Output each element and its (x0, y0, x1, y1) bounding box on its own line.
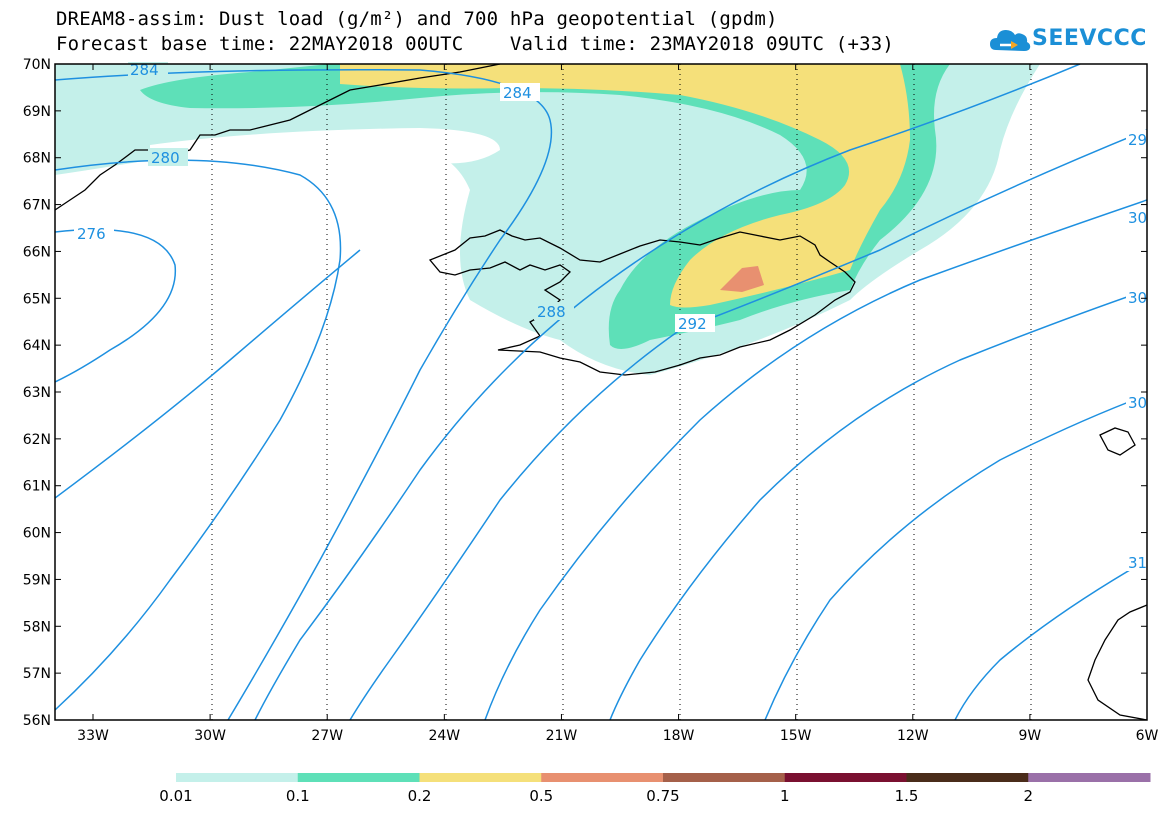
contour-304 (764, 394, 1147, 720)
dust-fields (55, 64, 1040, 375)
contour-276 (55, 228, 177, 383)
legend-swatch (906, 773, 1029, 782)
scotland-coast (1087, 604, 1147, 720)
coastlines (55, 64, 1147, 720)
latitude-label: 68N (23, 151, 51, 167)
latitude-label: 63N (23, 385, 51, 401)
latitude-axis: 70N 69N 68N 67N 66N 65N 64N 63N 62N 61N 60N 59N 58N 5… (23, 57, 1147, 729)
contour-label: 280 (151, 149, 180, 167)
contour-300 (609, 289, 1147, 720)
longitude-label: 30W (194, 728, 226, 744)
legend-swatch (541, 773, 664, 782)
dust-area-yellow (340, 64, 910, 308)
longitude-label: 6W (1136, 728, 1159, 744)
longitude-label: 15W (780, 728, 812, 744)
contour-label: 30 (1128, 394, 1147, 412)
contour-284 (55, 68, 553, 720)
latitude-label: 67N (23, 198, 51, 214)
legend-label: 1.5 (895, 787, 919, 805)
legend-labels: 0.01 0.1 0.2 0.5 0.75 1 1.5 2 (159, 787, 1033, 805)
map-title-line1: DREAM8-assim: Dust load (g/m²) and 700 h… (56, 8, 778, 30)
greenland-coast (55, 64, 501, 211)
contour-296 (484, 199, 1147, 720)
contour-label: 30 (1128, 209, 1147, 227)
dust-area-orange (720, 266, 764, 292)
legend-swatch (663, 773, 786, 782)
legend-label: 1 (780, 787, 790, 805)
longitude-label: 12W (897, 728, 929, 744)
latitude-label: 69N (23, 104, 51, 120)
faroe-coast (1099, 427, 1136, 456)
longitude-label: 18W (663, 728, 695, 744)
iceland-coast (428, 229, 856, 376)
latitude-label: 64N (23, 338, 51, 354)
contour-292 (349, 129, 1147, 720)
longitude-label: 27W (311, 728, 343, 744)
longitude-label: 21W (546, 728, 578, 744)
contour-label: 284 (503, 84, 532, 102)
map-title-line2: Forecast base time: 22MAY2018 00UTC Vali… (56, 33, 895, 55)
contour-labels: 284 284 280 276 288 292 29 30 30 30 31 (74, 61, 1148, 572)
contour-label: 288 (537, 303, 566, 321)
latitude-label: 62N (23, 432, 51, 448)
contour-280-south (55, 249, 361, 499)
latitude-label: 58N (23, 619, 51, 635)
longitude-label: 33W (77, 728, 109, 744)
contour-label: 284 (130, 61, 159, 79)
contour-label: 31 (1128, 554, 1147, 572)
legend-label: 0.5 (529, 787, 553, 805)
logo-text: SEEVCCC (1032, 26, 1147, 51)
contour-308 (954, 559, 1147, 720)
legend-label: 0.01 (159, 787, 192, 805)
longitude-label: 24W (428, 728, 460, 744)
dust-hole-white (150, 128, 500, 164)
legend-swatch (297, 773, 420, 782)
legend-swatch (176, 773, 299, 782)
contour-label: 292 (678, 315, 707, 333)
longitude-label: 9W (1019, 728, 1042, 744)
legend-label: 2 (1023, 787, 1033, 805)
legend-colorbar (176, 773, 1151, 782)
latitude-label: 59N (23, 572, 51, 588)
latitude-label: 60N (23, 526, 51, 542)
contour-label: 276 (77, 225, 106, 243)
legend-swatch (419, 773, 542, 782)
latitude-label: 66N (23, 244, 51, 260)
latitude-label: 57N (23, 666, 51, 682)
contour-280 (55, 159, 342, 711)
latitude-label: 56N (23, 713, 51, 729)
cloud-icon (990, 30, 1031, 51)
contour-label: 30 (1128, 289, 1147, 307)
contour-288 (254, 64, 1081, 720)
latitude-label: 61N (23, 479, 51, 495)
latitude-label: 70N (23, 57, 51, 73)
contour-label: 29 (1128, 131, 1147, 149)
longitude-axis: 33W 30W 27W 24W 21W 18W 15W 12W 9W 6W (77, 64, 1159, 744)
seevccc-logo: SEEVCCC (988, 20, 1146, 60)
geopotential-contours (55, 64, 1147, 720)
legend-label: 0.1 (286, 787, 310, 805)
legend-swatch (1028, 773, 1151, 782)
legend-label: 0.2 (408, 787, 432, 805)
legend-label: 0.75 (646, 787, 679, 805)
latitude-label: 65N (23, 291, 51, 307)
legend-swatch (784, 773, 907, 782)
